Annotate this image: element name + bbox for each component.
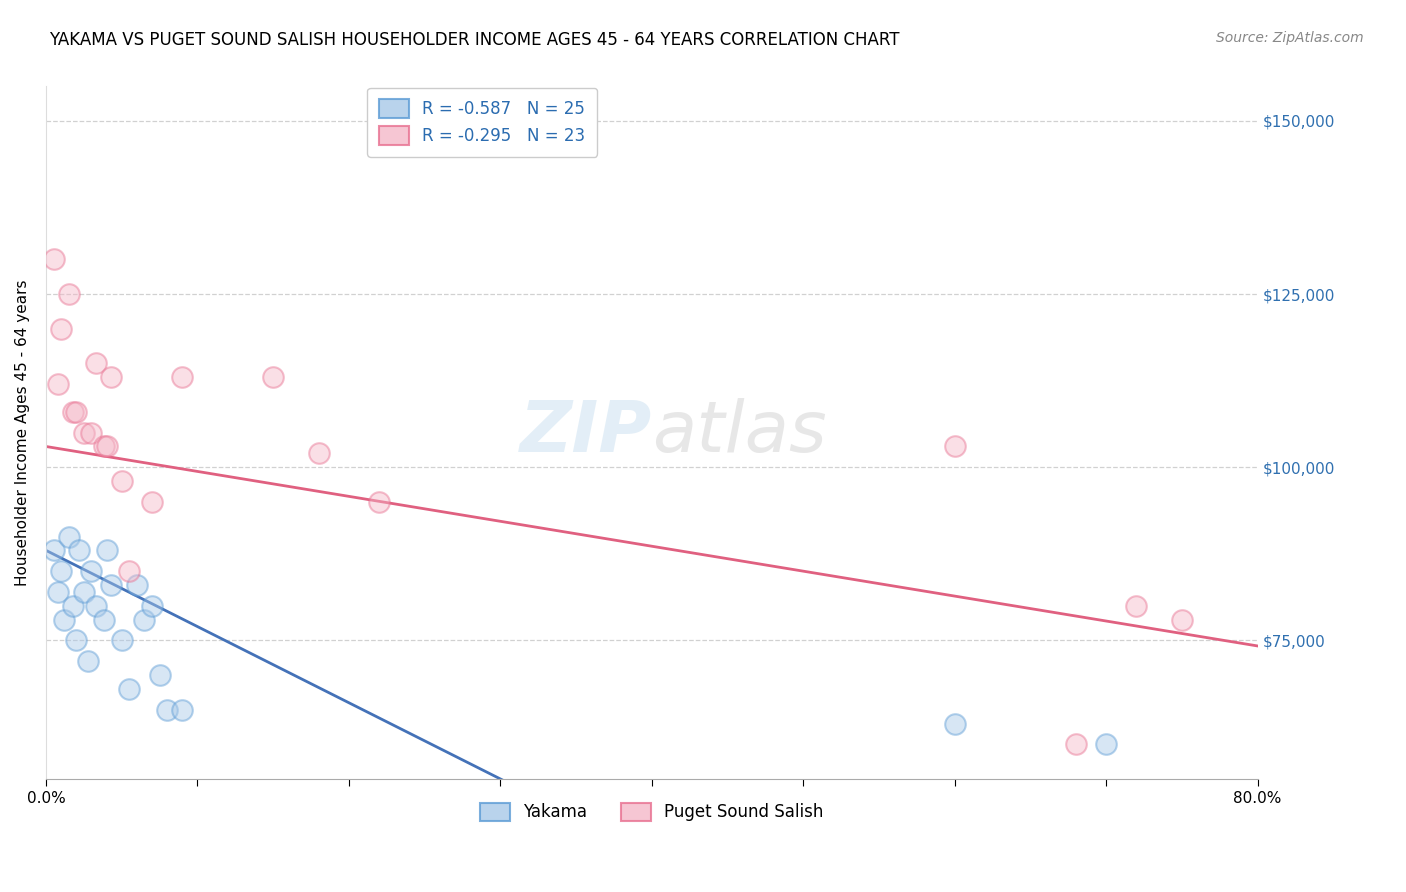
Point [172,703,194,717]
Point [58,287,80,301]
Point [262,370,284,384]
Point [1125,599,1147,613]
Legend: Yakama, Puget Sound Salish: Yakama, Puget Sound Salish [468,791,835,833]
Point [1095,737,1118,751]
Text: Source: ZipAtlas.com: Source: ZipAtlas.com [1216,31,1364,45]
Point [58,529,80,543]
Point [96,543,118,558]
Point [943,440,966,454]
Point [148,668,170,682]
Point [1064,737,1087,751]
Point [62,405,84,419]
Point [125,578,148,592]
Point [49,564,72,578]
Point [141,599,163,613]
Point [118,564,141,578]
Point [96,440,118,454]
Text: atlas: atlas [652,398,827,467]
Point [93,440,115,454]
Point [80,564,103,578]
Point [46,377,69,392]
Point [118,681,141,696]
Point [65,633,87,648]
Point [80,425,103,440]
Point [100,578,122,592]
Point [62,599,84,613]
Point [73,585,96,599]
Point [156,703,179,717]
Point [42,252,65,267]
Text: ZIP: ZIP [519,398,652,467]
Point [67,543,90,558]
Point [172,370,194,384]
Point [84,599,107,613]
Text: YAKAMA VS PUGET SOUND SALISH HOUSEHOLDER INCOME AGES 45 - 64 YEARS CORRELATION C: YAKAMA VS PUGET SOUND SALISH HOUSEHOLDER… [49,31,900,49]
Point [49,322,72,336]
Point [134,613,156,627]
Point [65,405,87,419]
Point [308,446,330,460]
Point [141,495,163,509]
Point [84,356,107,370]
Point [1171,613,1194,627]
Point [93,613,115,627]
Point [111,633,134,648]
Point [943,716,966,731]
Point [53,613,76,627]
Point [42,543,65,558]
Y-axis label: Householder Income Ages 45 - 64 years: Householder Income Ages 45 - 64 years [15,279,30,586]
Point [100,370,122,384]
Point [46,585,69,599]
Point [73,425,96,440]
Point [77,654,100,668]
Point [111,474,134,488]
Point [368,495,391,509]
